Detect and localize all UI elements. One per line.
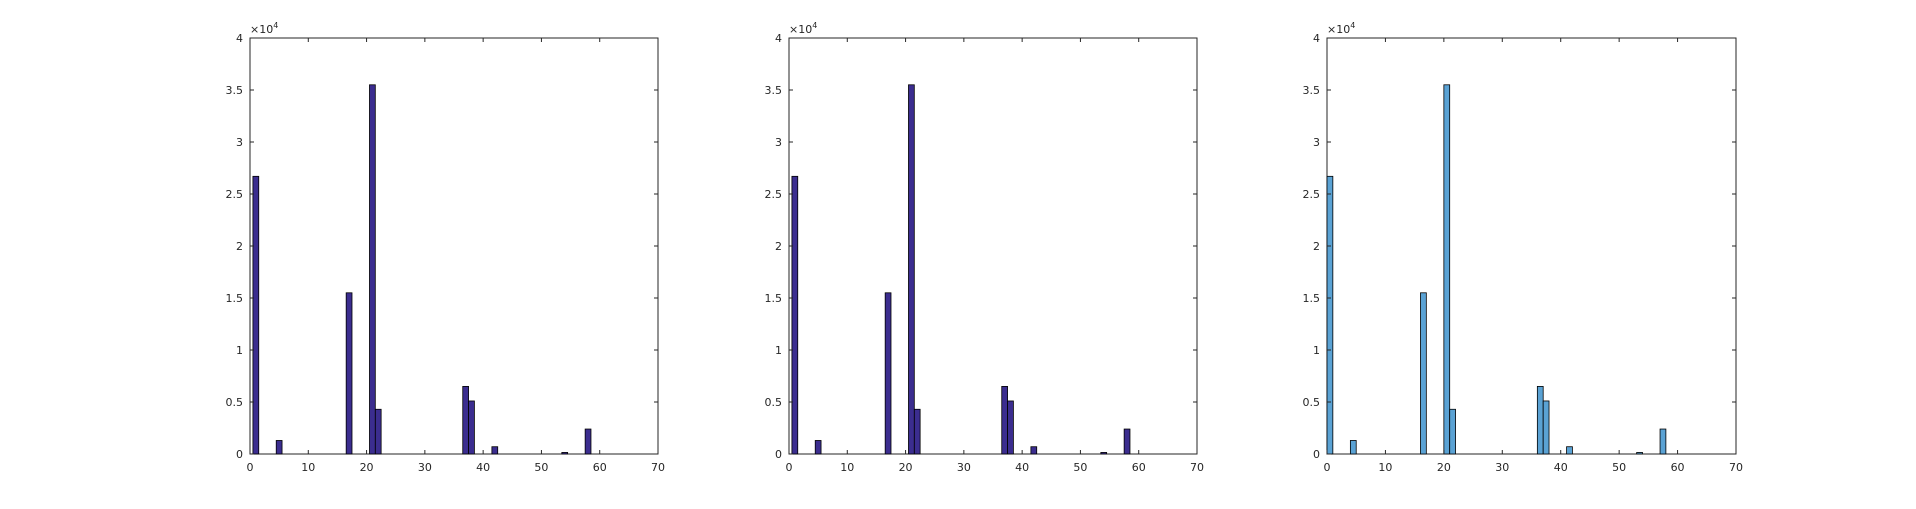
y-exponent-label: ×104 <box>1327 21 1355 36</box>
y-tick-label: 3 <box>775 136 782 149</box>
y-tick-label: 3.5 <box>226 84 244 97</box>
x-tick-label: 50 <box>1612 461 1626 474</box>
x-tick-label: 10 <box>840 461 854 474</box>
bar <box>1659 428 1667 455</box>
plot-area <box>249 37 659 455</box>
x-tick-label: 40 <box>1554 461 1568 474</box>
plot-area <box>1326 37 1737 455</box>
x-tick-label: 50 <box>1073 461 1087 474</box>
x-tick-label: 70 <box>1190 461 1204 474</box>
bar <box>1449 408 1456 455</box>
x-tick-label: 40 <box>476 461 490 474</box>
y-tick-label: 1.5 <box>1303 292 1321 305</box>
bar <box>1001 385 1008 455</box>
x-tick-label: 20 <box>899 461 913 474</box>
y-tick-label: 1 <box>1313 344 1320 357</box>
bar <box>561 452 569 455</box>
bar <box>374 408 382 455</box>
y-tick-label: 0.5 <box>226 396 244 409</box>
y-tick-label: 2 <box>236 240 243 253</box>
bar <box>1349 440 1357 455</box>
bar <box>369 84 376 455</box>
bar <box>275 440 283 455</box>
chart-panel-2: 0 10 20 30 40 50 60 70 0 0.5 1 1.5 2 2.5 3 3.5 4 ×104 <box>765 21 1205 474</box>
y-tick-label: 3.5 <box>1303 84 1321 97</box>
y-tick-label: 0 <box>1313 448 1320 461</box>
bar <box>791 175 799 455</box>
y-tick-label: 3.5 <box>765 84 783 97</box>
x-tick-label: 70 <box>1729 461 1743 474</box>
y-tick-label: 2.5 <box>226 188 244 201</box>
bar <box>1420 292 1427 455</box>
x-tick-label: 30 <box>957 461 971 474</box>
bar <box>491 446 499 455</box>
bar <box>1007 400 1014 455</box>
bar <box>1123 428 1131 455</box>
y-tick-label: 1 <box>236 344 243 357</box>
bar <box>462 385 469 455</box>
y-tick-label: 0.5 <box>765 396 783 409</box>
bar <box>1636 452 1643 455</box>
y-tick-label: 3 <box>236 136 243 149</box>
bar <box>908 84 915 455</box>
y-exponent-label: ×104 <box>789 21 817 36</box>
y-tick-label: 2 <box>775 240 782 253</box>
y-tick-label: 4 <box>236 32 243 45</box>
x-tick-label: 0 <box>786 461 793 474</box>
x-tick-label: 40 <box>1015 461 1029 474</box>
y-tick-label: 4 <box>775 32 782 45</box>
y-tick-label: 0 <box>236 448 243 461</box>
bar <box>1326 175 1334 455</box>
bar <box>1536 385 1544 455</box>
bar <box>1100 452 1108 455</box>
y-tick-label: 1 <box>775 344 782 357</box>
x-tick-label: 0 <box>247 461 254 474</box>
bar <box>584 428 592 455</box>
y-tick-label: 2 <box>1313 240 1320 253</box>
x-tick-label: 10 <box>301 461 315 474</box>
bar <box>1542 400 1550 455</box>
y-tick-label: 0.5 <box>1303 396 1321 409</box>
x-tick-label: 0 <box>1324 461 1331 474</box>
x-tick-label: 20 <box>1437 461 1451 474</box>
y-exponent-label: ×104 <box>250 21 278 36</box>
bar <box>1030 446 1038 455</box>
x-tick-label: 30 <box>1495 461 1509 474</box>
x-tick-label: 50 <box>534 461 548 474</box>
bar <box>252 175 260 455</box>
x-tick-label: 60 <box>1671 461 1685 474</box>
chart-panel-3: 0 10 20 30 40 50 60 70 0 0.5 1 1.5 2 2.5 3 3.5 4 ×104 <box>1303 21 1744 474</box>
bar <box>468 400 475 455</box>
y-tick-label: 4 <box>1313 32 1320 45</box>
y-tick-label: 2.5 <box>1303 188 1321 201</box>
bar <box>814 440 822 455</box>
bar <box>913 408 921 455</box>
y-tick-label: 1.5 <box>226 292 244 305</box>
x-tick-label: 30 <box>418 461 432 474</box>
y-tick-label: 1.5 <box>765 292 783 305</box>
x-tick-label: 10 <box>1378 461 1392 474</box>
bar <box>884 292 892 455</box>
x-tick-label: 70 <box>651 461 665 474</box>
x-tick-label: 60 <box>1132 461 1146 474</box>
bar <box>1443 84 1451 455</box>
x-tick-label: 60 <box>593 461 607 474</box>
y-tick-label: 2.5 <box>765 188 783 201</box>
bar <box>1566 446 1573 455</box>
chart-panel-1: 0 10 20 30 40 50 60 70 0 0.5 1 1.5 2 2.5 3 3.5 4 ×104 <box>226 21 666 474</box>
y-tick-label: 0 <box>775 448 782 461</box>
bar <box>345 292 353 455</box>
x-tick-label: 20 <box>360 461 374 474</box>
y-tick-label: 3 <box>1313 136 1320 149</box>
plot-area <box>788 37 1198 455</box>
